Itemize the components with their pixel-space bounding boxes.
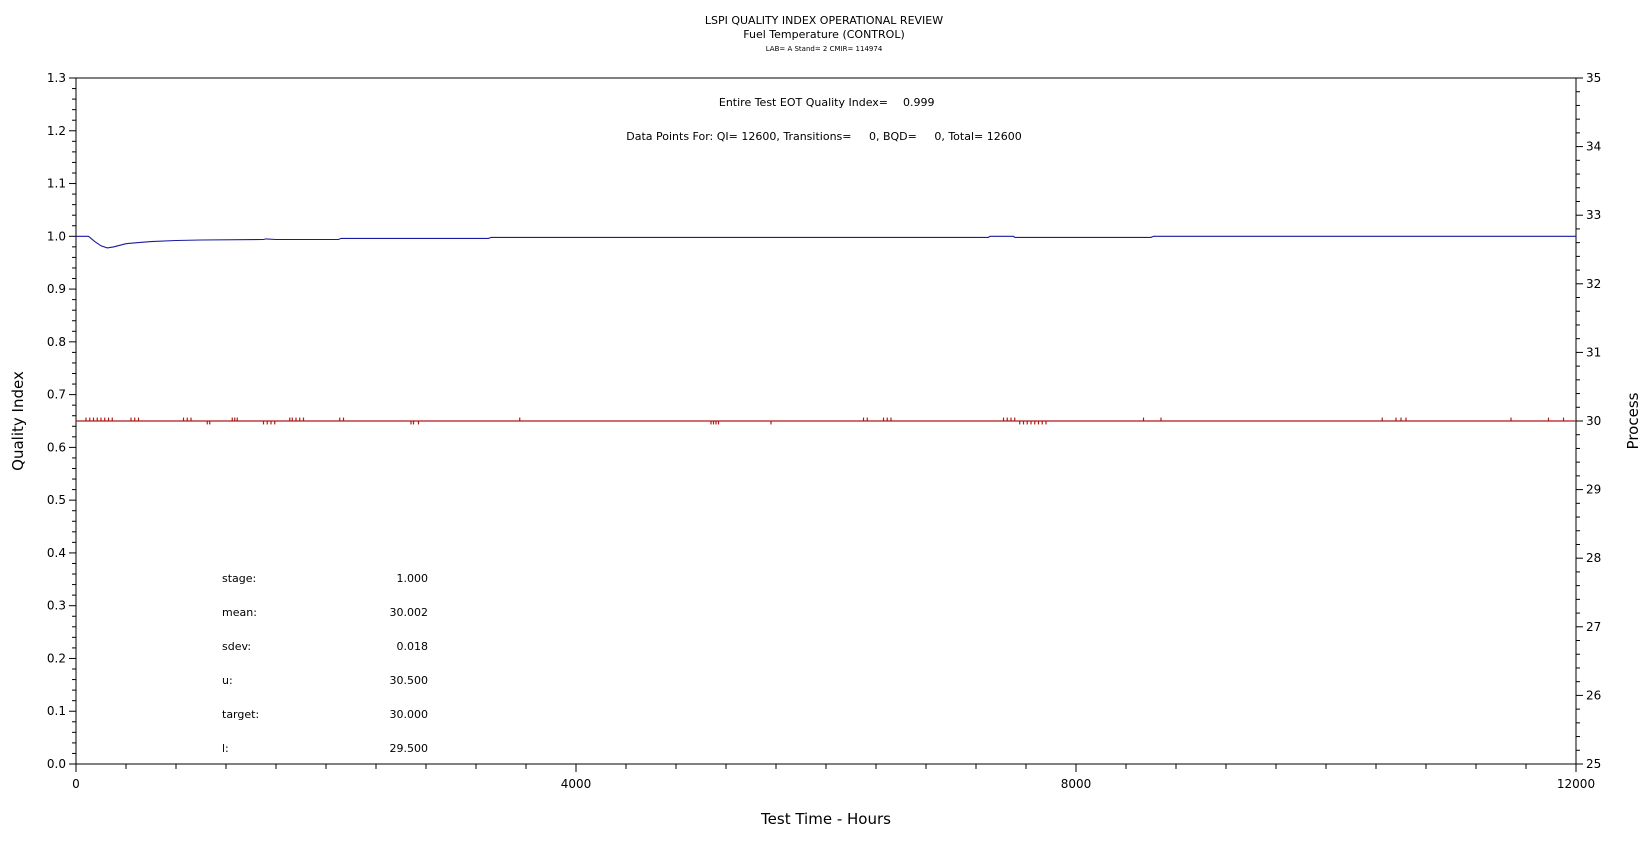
y-left-axis-label: Quality Index	[9, 371, 27, 471]
y-right-tick-label: 33	[1586, 208, 1601, 222]
datapoints-annotation: Data Points For: QI= 12600, Transitions=…	[626, 130, 1021, 143]
y-left-tick-label: 0.4	[47, 546, 66, 560]
y-left-tick-label: 1.1	[47, 177, 66, 191]
y-right-tick-label: 25	[1586, 757, 1601, 771]
series-quality-index-line	[76, 235, 1576, 249]
y-left-tick-label: 0.5	[47, 493, 66, 507]
y-right-tick-label: 26	[1586, 688, 1601, 702]
stats-table: stage: 1.000 mean: 30.002 sdev: 0.018 u: 30.500…	[222, 572, 428, 755]
stat-label: target:	[222, 708, 259, 721]
stat-value: 1.000	[397, 572, 429, 585]
stat-value: 30.500	[390, 674, 429, 687]
y-left-tick-label: 0.8	[47, 335, 66, 349]
chart-title: LSPI QUALITY INDEX OPERATIONAL REVIEW	[705, 14, 943, 27]
stat-label: mean:	[222, 606, 257, 619]
quality-index-annotation-label: Entire Test EOT Quality Index=	[719, 96, 888, 109]
y-left-tick-label: 0.2	[47, 651, 66, 665]
stat-value: 0.018	[397, 640, 429, 653]
stat-label: stage:	[222, 572, 256, 585]
y-right-tick-label: 35	[1586, 71, 1601, 85]
x-tick-label: 12000	[1557, 777, 1595, 791]
y-left-tick-label: 1.0	[47, 229, 66, 243]
y-right-tick-label: 28	[1586, 551, 1601, 565]
y-left-tick-label: 0.0	[47, 757, 66, 771]
y-right-tick-label: 29	[1586, 483, 1601, 497]
y-left-tick-label: 0.6	[47, 440, 66, 454]
y-left-tick-label: 0.7	[47, 388, 66, 402]
chart-subtitle-lab: LAB= A Stand= 2 CMIR= 114974	[766, 45, 883, 53]
y-left-tick-label: 0.3	[47, 599, 66, 613]
y-right-axis-label: Process	[1624, 392, 1642, 449]
y-right-tick-label: 34	[1586, 140, 1601, 154]
x-tick-label: 0	[72, 777, 80, 791]
y-right-tick-label: 30	[1586, 414, 1601, 428]
stat-value: 30.002	[390, 606, 429, 619]
chart-subtitle: Fuel Temperature (CONTROL)	[743, 28, 905, 41]
x-tick-label: 4000	[561, 777, 592, 791]
y-right-tick-label: 32	[1586, 277, 1601, 291]
stat-label: u:	[222, 674, 233, 687]
y-right-tick-label: 27	[1586, 620, 1601, 634]
y-left-tick-label: 0.9	[47, 282, 66, 296]
y-left-tick-label: 0.1	[47, 704, 66, 718]
x-axis-label: Test Time - Hours	[760, 810, 891, 828]
stat-label: sdev:	[222, 640, 251, 653]
quality-index-annotation-value: 0.999	[903, 96, 935, 109]
x-tick-label: 8000	[1061, 777, 1092, 791]
stat-label: l:	[222, 742, 229, 755]
series-layer	[76, 235, 1576, 425]
y-left-axis: 0.0 0.1 0.2 0.3 0.4 0.5 0.6 0.7 0.8 0.9 1.0 1.1 1.2 1…	[47, 71, 76, 771]
stat-value: 30.000	[390, 708, 429, 721]
y-right-axis: 25 26 27 28 29 30 31 32 33 34 35	[1576, 71, 1601, 771]
x-axis: 0 4000 8000 12000	[72, 764, 1595, 791]
y-right-tick-label: 31	[1586, 345, 1601, 359]
stat-value: 29.500	[390, 742, 429, 755]
y-left-tick-label: 1.2	[47, 124, 66, 138]
y-left-tick-label: 1.3	[47, 71, 66, 85]
